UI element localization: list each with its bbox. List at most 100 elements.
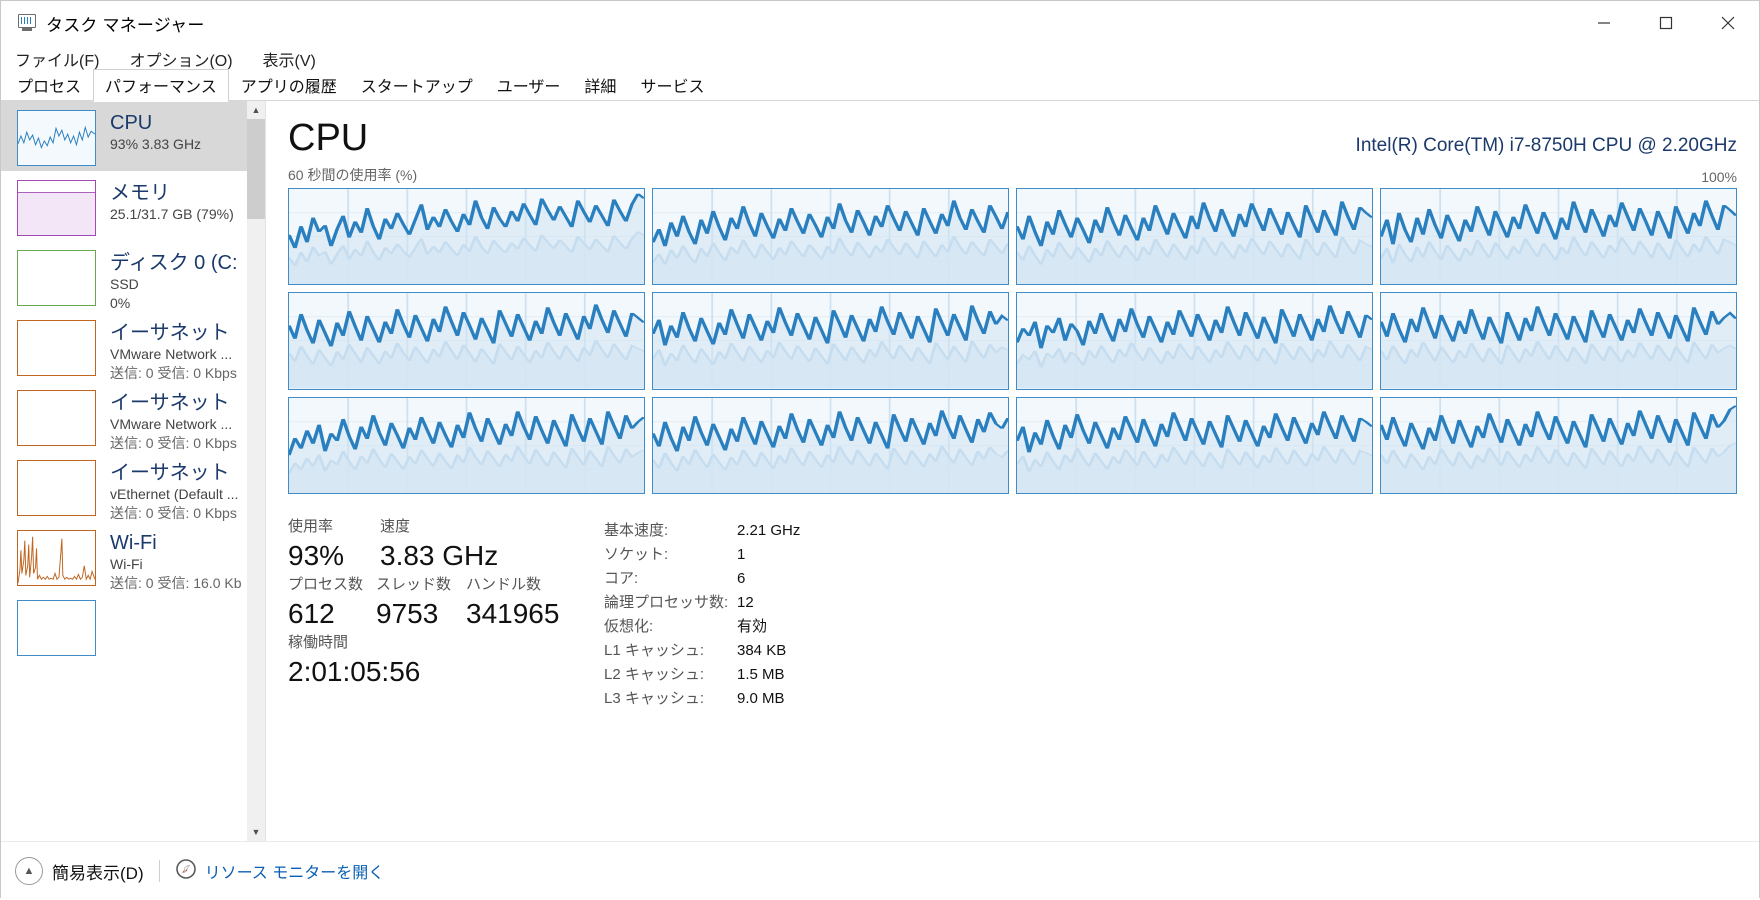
chevron-up-icon[interactable]: ▲	[15, 857, 43, 885]
spec-key: L3 キャッシュ:	[604, 690, 705, 707]
sidebar-item-cpu[interactable]: CPU 93% 3.83 GHz	[1, 101, 247, 171]
spec-row: L1 キャッシュ: 384 KB	[604, 639, 800, 663]
sidebar-item-memory[interactable]: メモリ 25.1/31.7 GB (79%)	[1, 171, 247, 241]
tab-app-history[interactable]: アプリの履歴	[240, 79, 337, 96]
tab-processes[interactable]: プロセス	[17, 79, 82, 96]
task-manager-icon	[17, 14, 37, 32]
cpu-spec-list: 基本速度: 2.21 GHz ソケット: 1 コア: 6 論理プロセッサ数: 12 仮想化: 有効…	[604, 516, 800, 711]
spec-value: 6	[737, 570, 746, 587]
spec-key: コア:	[604, 570, 639, 587]
sidebar-item-title: イーサネット	[110, 392, 230, 414]
sidebar-item-title: Wi-Fi	[110, 532, 157, 554]
sidebar-item-ethernet-1[interactable]: イーサネット VMware Network ... 送信: 0 受信: 0 Kb…	[1, 311, 247, 381]
tab-users[interactable]: ユーザー	[496, 79, 561, 96]
logical-processor-graph[interactable]	[652, 292, 1009, 390]
logical-processor-graph[interactable]	[652, 188, 1009, 286]
logical-processor-graph[interactable]	[1380, 292, 1737, 390]
spec-key: L2 キャッシュ:	[604, 666, 705, 683]
menu-item-file[interactable]: ファイル(F)	[15, 53, 100, 70]
logical-processor-graph[interactable]	[1016, 188, 1373, 286]
window-controls	[1573, 1, 1759, 45]
threads-block: スレッド数 9753	[376, 574, 466, 632]
sidebar-item-title: メモリ	[110, 182, 170, 204]
handles-block: ハンドル数 341965	[466, 574, 559, 632]
resource-monitor-link[interactable]: リソース モニターを開く	[175, 858, 385, 885]
graph-caption-left: 60 秒間の使用率 (%)	[288, 167, 418, 183]
sidebar-item-title: CPU	[110, 112, 153, 134]
ethernet-text-block: イーサネット VMware Network ... 送信: 0 受信: 0 Kb…	[110, 390, 237, 453]
spec-key: 仮想化:	[604, 618, 654, 635]
logical-processor-graphs[interactable]	[288, 188, 1737, 494]
counters-row: プロセス数 612 スレッド数 9753 ハンドル数 341965	[288, 574, 588, 632]
spec-row: コア: 6	[604, 567, 800, 591]
processes-value: 612	[288, 598, 335, 629]
sidebar-item-sub1: Wi-Fi	[110, 556, 143, 572]
spec-value: 1	[737, 546, 746, 563]
ethernet-text-block: イーサネット VMware Network ... 送信: 0 受信: 0 Kb…	[110, 320, 237, 383]
ethernet-thumbnail-graph	[17, 390, 96, 446]
memory-thumbnail-graph	[17, 180, 96, 236]
logical-processor-graph[interactable]	[1380, 396, 1737, 494]
logical-processor-graph[interactable]	[288, 292, 645, 390]
stats-left-column: 使用率 93% 速度 3.83 GHz プロセス数 612	[288, 516, 588, 711]
status-divider	[158, 860, 160, 882]
speed-block: 速度 3.83 GHz	[380, 516, 498, 574]
ethernet-thumbnail-graph	[17, 320, 96, 376]
spec-row: 基本速度: 2.21 GHz	[604, 519, 800, 543]
spec-value: 384 KB	[737, 642, 787, 659]
usage-block: 使用率 93%	[288, 516, 380, 574]
scroll-up-arrow[interactable]: ▲	[247, 101, 265, 119]
menu-item-options[interactable]: オプション(O)	[129, 53, 233, 70]
sidebar-item-ethernet-3[interactable]: イーサネット vEthernet (Default ... 送信: 0 受信: …	[1, 451, 247, 521]
ethernet-thumbnail-graph	[17, 460, 96, 516]
logical-processor-graph[interactable]	[288, 188, 645, 286]
logical-processor-graph[interactable]	[652, 396, 1009, 494]
ethernet-text-block: イーサネット vEthernet (Default ... 送信: 0 受信: …	[110, 460, 238, 523]
minimize-icon[interactable]	[1573, 1, 1635, 45]
spec-key: ソケット:	[604, 546, 669, 563]
sidebar-item-disk-0[interactable]: ディスク 0 (C: D:) SSD 0%	[1, 241, 247, 311]
sidebar-item-sub2: 0%	[110, 295, 131, 311]
logical-processor-graph[interactable]	[1016, 292, 1373, 390]
spec-value: 1.5 MB	[737, 666, 785, 683]
processes-label: プロセス数	[288, 576, 364, 593]
sidebar-item-sub1: vEthernet (Default ...	[110, 486, 239, 502]
tab-services[interactable]: サービス	[640, 79, 705, 96]
page-title: CPU	[288, 117, 369, 159]
tab-startup[interactable]: スタートアップ	[360, 79, 473, 96]
menu-item-view[interactable]: 表示(V)	[262, 53, 316, 70]
uptime-block: 稼働時間 2:01:05:56	[288, 632, 588, 690]
disk-thumbnail-graph	[17, 250, 96, 306]
scrollbar-thumb[interactable]	[247, 119, 265, 219]
logical-processor-graph[interactable]	[1016, 396, 1373, 494]
status-bar: ▲ 簡易表示(D) リソース モニターを開く	[1, 841, 1759, 900]
tab-performance[interactable]: パフォーマンス	[93, 69, 229, 102]
logical-processor-graph[interactable]	[1380, 188, 1737, 286]
sidebar-item-sub2: 送信: 0 受信: 0 Kbps	[110, 435, 237, 451]
spec-value: 2.21 GHz	[737, 522, 801, 539]
sidebar-item-ethernet-2[interactable]: イーサネット VMware Network ... 送信: 0 受信: 0 Kb…	[1, 381, 247, 451]
scroll-down-arrow[interactable]: ▼	[247, 823, 265, 841]
usage-value: 93%	[288, 540, 345, 571]
sidebar-item-gpu-partial[interactable]	[1, 591, 247, 661]
spec-value: 9.0 MB	[737, 690, 785, 707]
sidebar-scrollbar[interactable]: ▲ ▼	[247, 101, 265, 841]
close-icon[interactable]	[1697, 1, 1759, 45]
sidebar-item-title: イーサネット	[110, 462, 230, 484]
spec-value: 有効	[737, 618, 768, 635]
sidebar-item-wifi[interactable]: Wi-Fi Wi-Fi 送信: 0 受信: 16.0 Kb	[1, 521, 247, 591]
sidebar-item-sub1: 25.1/31.7 GB (79%)	[110, 206, 234, 222]
graph-caption: 60 秒間の使用率 (%) 100%	[288, 165, 1737, 185]
tab-details[interactable]: 詳細	[584, 79, 617, 96]
wifi-text-block: Wi-Fi Wi-Fi 送信: 0 受信: 16.0 Kb	[110, 530, 241, 593]
sidebar-item-sub2: 送信: 0 受信: 16.0 Kb	[110, 575, 241, 591]
resource-monitor-label: リソース モニターを開く	[204, 865, 385, 882]
logical-processor-graph[interactable]	[288, 396, 645, 494]
sidebar-item-title: ディスク 0 (C: D:)	[110, 252, 241, 274]
speed-value: 3.83 GHz	[380, 540, 499, 571]
wifi-thumbnail-graph	[17, 530, 96, 586]
spec-key: L1 キャッシュ:	[604, 642, 705, 659]
maximize-icon[interactable]	[1635, 1, 1697, 45]
simple-view-button[interactable]: 簡易表示(D)	[52, 863, 144, 883]
